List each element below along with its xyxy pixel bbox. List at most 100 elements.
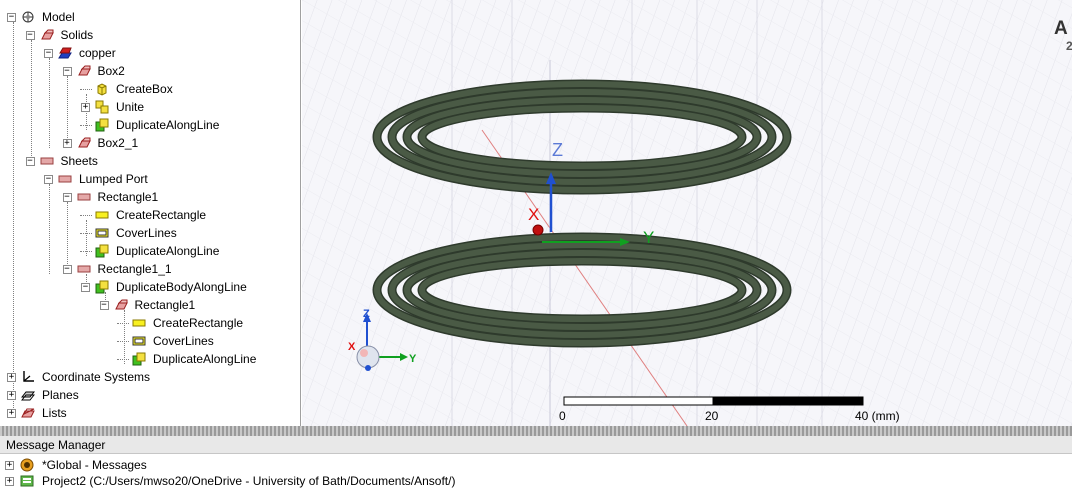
expand-toggle-icon[interactable]: + (62, 138, 72, 148)
expand-toggle-icon[interactable]: + (7, 408, 16, 418)
svg-text:X: X (348, 341, 356, 353)
svg-text:Y: Y (409, 353, 417, 365)
tree-connector (67, 76, 68, 148)
expand-toggle-icon[interactable]: + (7, 372, 16, 382)
tree-item-dupline1[interactable]: DuplicateAlongLine (0, 116, 300, 134)
solid-box-icon (77, 136, 91, 150)
coil-top[interactable] (372, 79, 792, 195)
duplicate-icon (95, 280, 109, 294)
collapse-toggle-icon[interactable]: − (25, 30, 35, 40)
tree-item-createrect1[interactable]: CreateRectangle (0, 206, 300, 224)
collapse-toggle-icon[interactable]: − (25, 156, 35, 166)
duplicate-icon (95, 118, 109, 132)
create-rectangle-icon (95, 208, 109, 222)
solid-box-icon (114, 298, 128, 312)
model-icon (21, 10, 35, 24)
tree-item-createbox[interactable]: CreateBox (0, 80, 300, 98)
tree-item-label: CreateBox (116, 82, 173, 96)
tree-connector (49, 58, 50, 148)
tree-item-solids[interactable]: − Solids (0, 26, 300, 44)
message-row-label: *Global - Messages (42, 458, 147, 472)
tree-item-label: DuplicateAlongLine (116, 244, 220, 258)
unite-icon (95, 100, 109, 114)
viewport-corner-text: A (1054, 18, 1068, 39)
tree-item-lumped[interactable]: − Lumped Port (0, 170, 300, 188)
y-axis-arrowhead (620, 238, 630, 246)
tree-item-label: Rectangle1 (97, 190, 159, 204)
solid-box-icon (77, 64, 91, 78)
collapse-toggle-icon[interactable]: − (62, 264, 72, 274)
collapse-toggle-icon[interactable]: − (99, 300, 109, 310)
tree-item-box2_1[interactable]: + Box2_1 (0, 134, 300, 152)
message-row-global[interactable]: + *Global - Messages (0, 457, 1072, 473)
tree-connector (86, 94, 87, 130)
scale-tick-20: 20 (705, 409, 719, 423)
tree-connector (80, 125, 92, 126)
tree-item-cover1[interactable]: CoverLines (0, 224, 300, 242)
cover-lines-icon (95, 226, 109, 240)
collapse-toggle-icon[interactable]: − (81, 282, 90, 292)
tree-connector (80, 251, 92, 252)
tree-item-label: CreateRectangle (116, 208, 207, 222)
tree-item-label: Planes (42, 388, 79, 402)
tree-item-label: Rectangle1 (134, 298, 196, 312)
tree-item-dupbody[interactable]: − DuplicateBodyAlongLine (0, 278, 300, 296)
x-axis-label: X (528, 205, 539, 224)
viewport-corner-subtext: 2 (1066, 39, 1072, 53)
expand-toggle-icon[interactable]: + (7, 390, 16, 400)
tree-item-unite[interactable]: + Unite (0, 98, 300, 116)
coil-bottom[interactable] (372, 232, 792, 348)
tree-item-planes[interactable]: + Planes (0, 386, 300, 404)
collapse-toggle-icon[interactable]: − (44, 174, 53, 184)
tree-item-dupline3[interactable]: DuplicateAlongLine (0, 350, 300, 368)
tree-item-rect1b[interactable]: − Rectangle1 (0, 296, 300, 314)
z-axis-arrowhead (546, 172, 556, 184)
tree-item-lists[interactable]: + Lists (0, 404, 300, 422)
expand-toggle-icon[interactable]: + (81, 102, 90, 112)
tree-item-copper[interactable]: − copper (0, 44, 300, 62)
tree-item-rect1[interactable]: − Rectangle1 (0, 188, 300, 206)
expand-toggle-icon[interactable]: + (5, 460, 14, 470)
collapse-toggle-icon[interactable]: − (44, 48, 53, 58)
tree-item-label: Box2_1 (97, 136, 139, 150)
panel-splitter[interactable] (0, 426, 1072, 436)
model-tree-panel: − Model − Solids − copper − Box2 CreateBox + Unite… (0, 0, 301, 426)
cover-lines-icon (132, 334, 146, 348)
tree-item-label: Unite (116, 100, 145, 114)
tree-item-box2[interactable]: − Box2 (0, 62, 300, 80)
tree-item-model[interactable]: − Model (0, 8, 300, 26)
sheet-icon (58, 172, 72, 186)
duplicate-icon (132, 352, 146, 366)
collapse-toggle-icon[interactable]: − (62, 192, 72, 202)
viewport-canvas[interactable]: Z Y X A 2 Z Y X 0 20 40 (mm) (302, 0, 1072, 426)
message-row-project[interactable]: + Project2 (C:/Users/mwso20/OneDrive - U… (0, 473, 1072, 489)
tree-item-label: Lists (42, 406, 67, 420)
sheet-icon (77, 262, 91, 276)
expand-toggle-icon[interactable]: + (5, 476, 14, 486)
project-icon (20, 475, 34, 487)
collapse-toggle-icon[interactable]: − (62, 66, 72, 76)
3d-modeler-viewport[interactable]: Z Y X A 2 Z Y X 0 20 40 (mm) (302, 0, 1072, 426)
sheet-icon (40, 154, 54, 168)
tree-connector (80, 89, 92, 90)
scale-bar: 0 20 40 (mm) (559, 396, 900, 423)
coordinate-systems-icon (21, 370, 35, 384)
tree-item-cover2[interactable]: CoverLines (0, 332, 300, 350)
tree-item-coords[interactable]: + Coordinate Systems (0, 368, 300, 386)
tree-connector (31, 40, 32, 166)
tree-connector (67, 202, 68, 274)
tree-item-rect1_1[interactable]: − Rectangle1_1 (0, 260, 300, 278)
y-axis-label: Y (643, 228, 654, 247)
duplicate-icon (95, 244, 109, 258)
tree-item-createrect2[interactable]: CreateRectangle (0, 314, 300, 332)
tree-item-label: DuplicateAlongLine (153, 352, 257, 366)
material-copper-icon (58, 46, 72, 60)
tree-item-sheets[interactable]: − Sheets (0, 152, 300, 170)
collapse-toggle-icon[interactable]: − (7, 12, 16, 22)
message-manager-title: Message Manager (0, 436, 1072, 454)
tree-item-label: CreateRectangle (153, 316, 244, 330)
lists-icon (21, 406, 35, 420)
tree-item-dupline2[interactable]: DuplicateAlongLine (0, 242, 300, 260)
tree-item-label: Coordinate Systems (42, 370, 151, 384)
orientation-triad[interactable]: Z Y X (348, 308, 417, 371)
